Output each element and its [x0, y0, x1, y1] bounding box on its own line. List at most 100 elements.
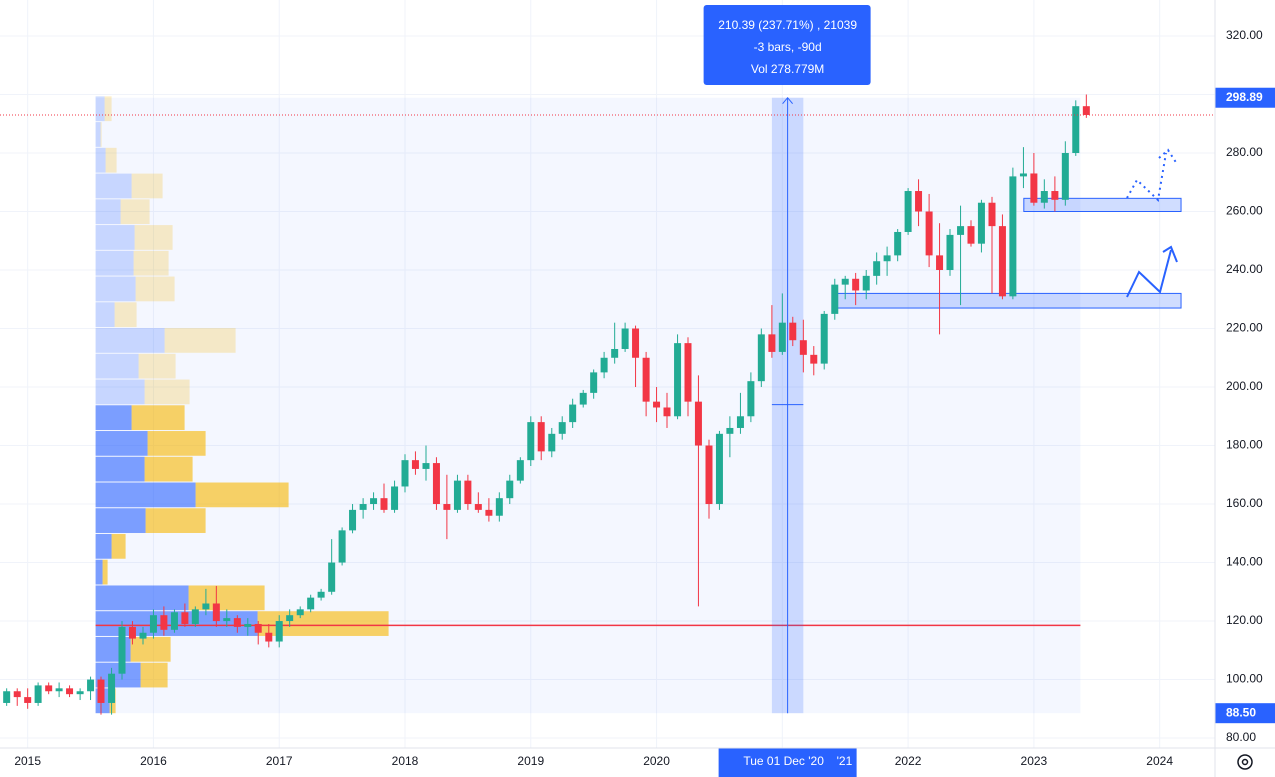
candle-body [653, 401, 661, 408]
profile-down [140, 662, 168, 688]
profile-down [133, 250, 169, 276]
candle-body [799, 340, 807, 355]
candle-body [45, 685, 53, 692]
settings-icon-core[interactable] [1241, 758, 1249, 766]
price-label-box [1215, 87, 1275, 108]
candle-body [998, 226, 1006, 297]
x-tick-label: '21 [837, 754, 853, 768]
x-tick-label: 2020 [643, 754, 670, 768]
profile-down [114, 302, 137, 328]
candle-body [55, 688, 63, 692]
profile-up [95, 431, 148, 456]
zone [834, 292, 1182, 309]
candle-body [160, 615, 168, 630]
candle-body [3, 691, 11, 703]
candle-body [244, 623, 252, 627]
candle-body [820, 313, 828, 364]
profile-down [120, 199, 150, 225]
candle-body [338, 530, 346, 563]
candle-body [317, 591, 325, 598]
profile-down [134, 225, 173, 250]
x-tick-label: 2015 [14, 754, 41, 768]
settings-icon[interactable] [1237, 754, 1253, 770]
candle-body [621, 328, 629, 349]
candle-body [747, 381, 755, 417]
tooltip-line: Vol 278.779M [751, 62, 824, 76]
settings-icon[interactable] [1237, 754, 1253, 770]
candle-body [223, 618, 231, 622]
x-tick-label: 2019 [517, 754, 544, 768]
candle-body [170, 612, 178, 630]
candle-body [66, 688, 74, 695]
candle-body [611, 348, 619, 358]
profile-up [95, 379, 145, 405]
candle-body [370, 498, 378, 505]
profile-up [95, 482, 196, 508]
candle-body [831, 284, 839, 314]
candle-body [453, 480, 461, 510]
candle-body [108, 673, 116, 703]
candle-body [1030, 173, 1038, 203]
y-tick-label: 180.00 [1226, 438, 1263, 452]
candle-body [212, 603, 220, 622]
candle-body [642, 357, 650, 402]
drawn-arrows [1126, 148, 1178, 298]
price-label-box [1215, 703, 1275, 724]
candle-body [684, 343, 692, 402]
candle-body [202, 603, 210, 610]
candle-body [925, 211, 933, 256]
y-tick-label: 240.00 [1226, 262, 1263, 276]
profile-up [95, 328, 165, 353]
candle-body [443, 504, 451, 510]
candle-body [1072, 106, 1080, 153]
tooltip-line: -3 bars, -90d [754, 40, 822, 54]
x-tick-label: 2022 [895, 754, 922, 768]
candle-body [1040, 191, 1048, 203]
profile-up [95, 225, 135, 250]
profile-up [95, 276, 136, 302]
candle-body [810, 354, 818, 364]
candle-body [715, 433, 723, 505]
candle-body [579, 392, 587, 405]
profile-down [144, 379, 190, 405]
candle-body [118, 626, 126, 674]
candle-body [977, 202, 985, 244]
candle-body [275, 621, 283, 642]
profile-up [95, 508, 146, 533]
profile-up [95, 173, 132, 199]
profile-up [95, 353, 139, 379]
projection-arrow [1126, 249, 1172, 298]
profile-down [111, 533, 126, 559]
candle-body [307, 597, 315, 610]
candle-body [1019, 173, 1027, 177]
candle-body [936, 255, 944, 271]
x-tick-label: 2018 [392, 754, 419, 768]
profile-down [102, 559, 108, 585]
x-tick-label: 2024 [1146, 754, 1173, 768]
tooltip-line: 210.39 (237.71%) , 21039 [718, 18, 857, 32]
candle-body [736, 416, 744, 428]
candle-body [286, 615, 294, 622]
x-tick-label: 2023 [1021, 754, 1048, 768]
profile-down [145, 508, 206, 533]
profile-down [164, 328, 236, 353]
profile-down [138, 353, 176, 379]
candle-body [1009, 176, 1017, 297]
candle-body [862, 275, 870, 291]
y-tick-label: 200.00 [1226, 379, 1263, 393]
candle-body [663, 407, 671, 417]
candle-body [841, 278, 849, 285]
candle-body [537, 422, 545, 452]
candle-body [894, 231, 902, 256]
candle-body [391, 486, 399, 510]
candle-body [139, 632, 147, 639]
candle-body [569, 404, 577, 423]
price-label: 88.50 [1226, 705, 1256, 719]
y-tick-label: 320.00 [1226, 28, 1263, 42]
y-tick-label: 260.00 [1226, 204, 1263, 218]
y-tick-label: 140.00 [1226, 555, 1263, 569]
candle-body [97, 679, 105, 703]
candle-body [296, 609, 304, 616]
candle-body [768, 334, 776, 352]
